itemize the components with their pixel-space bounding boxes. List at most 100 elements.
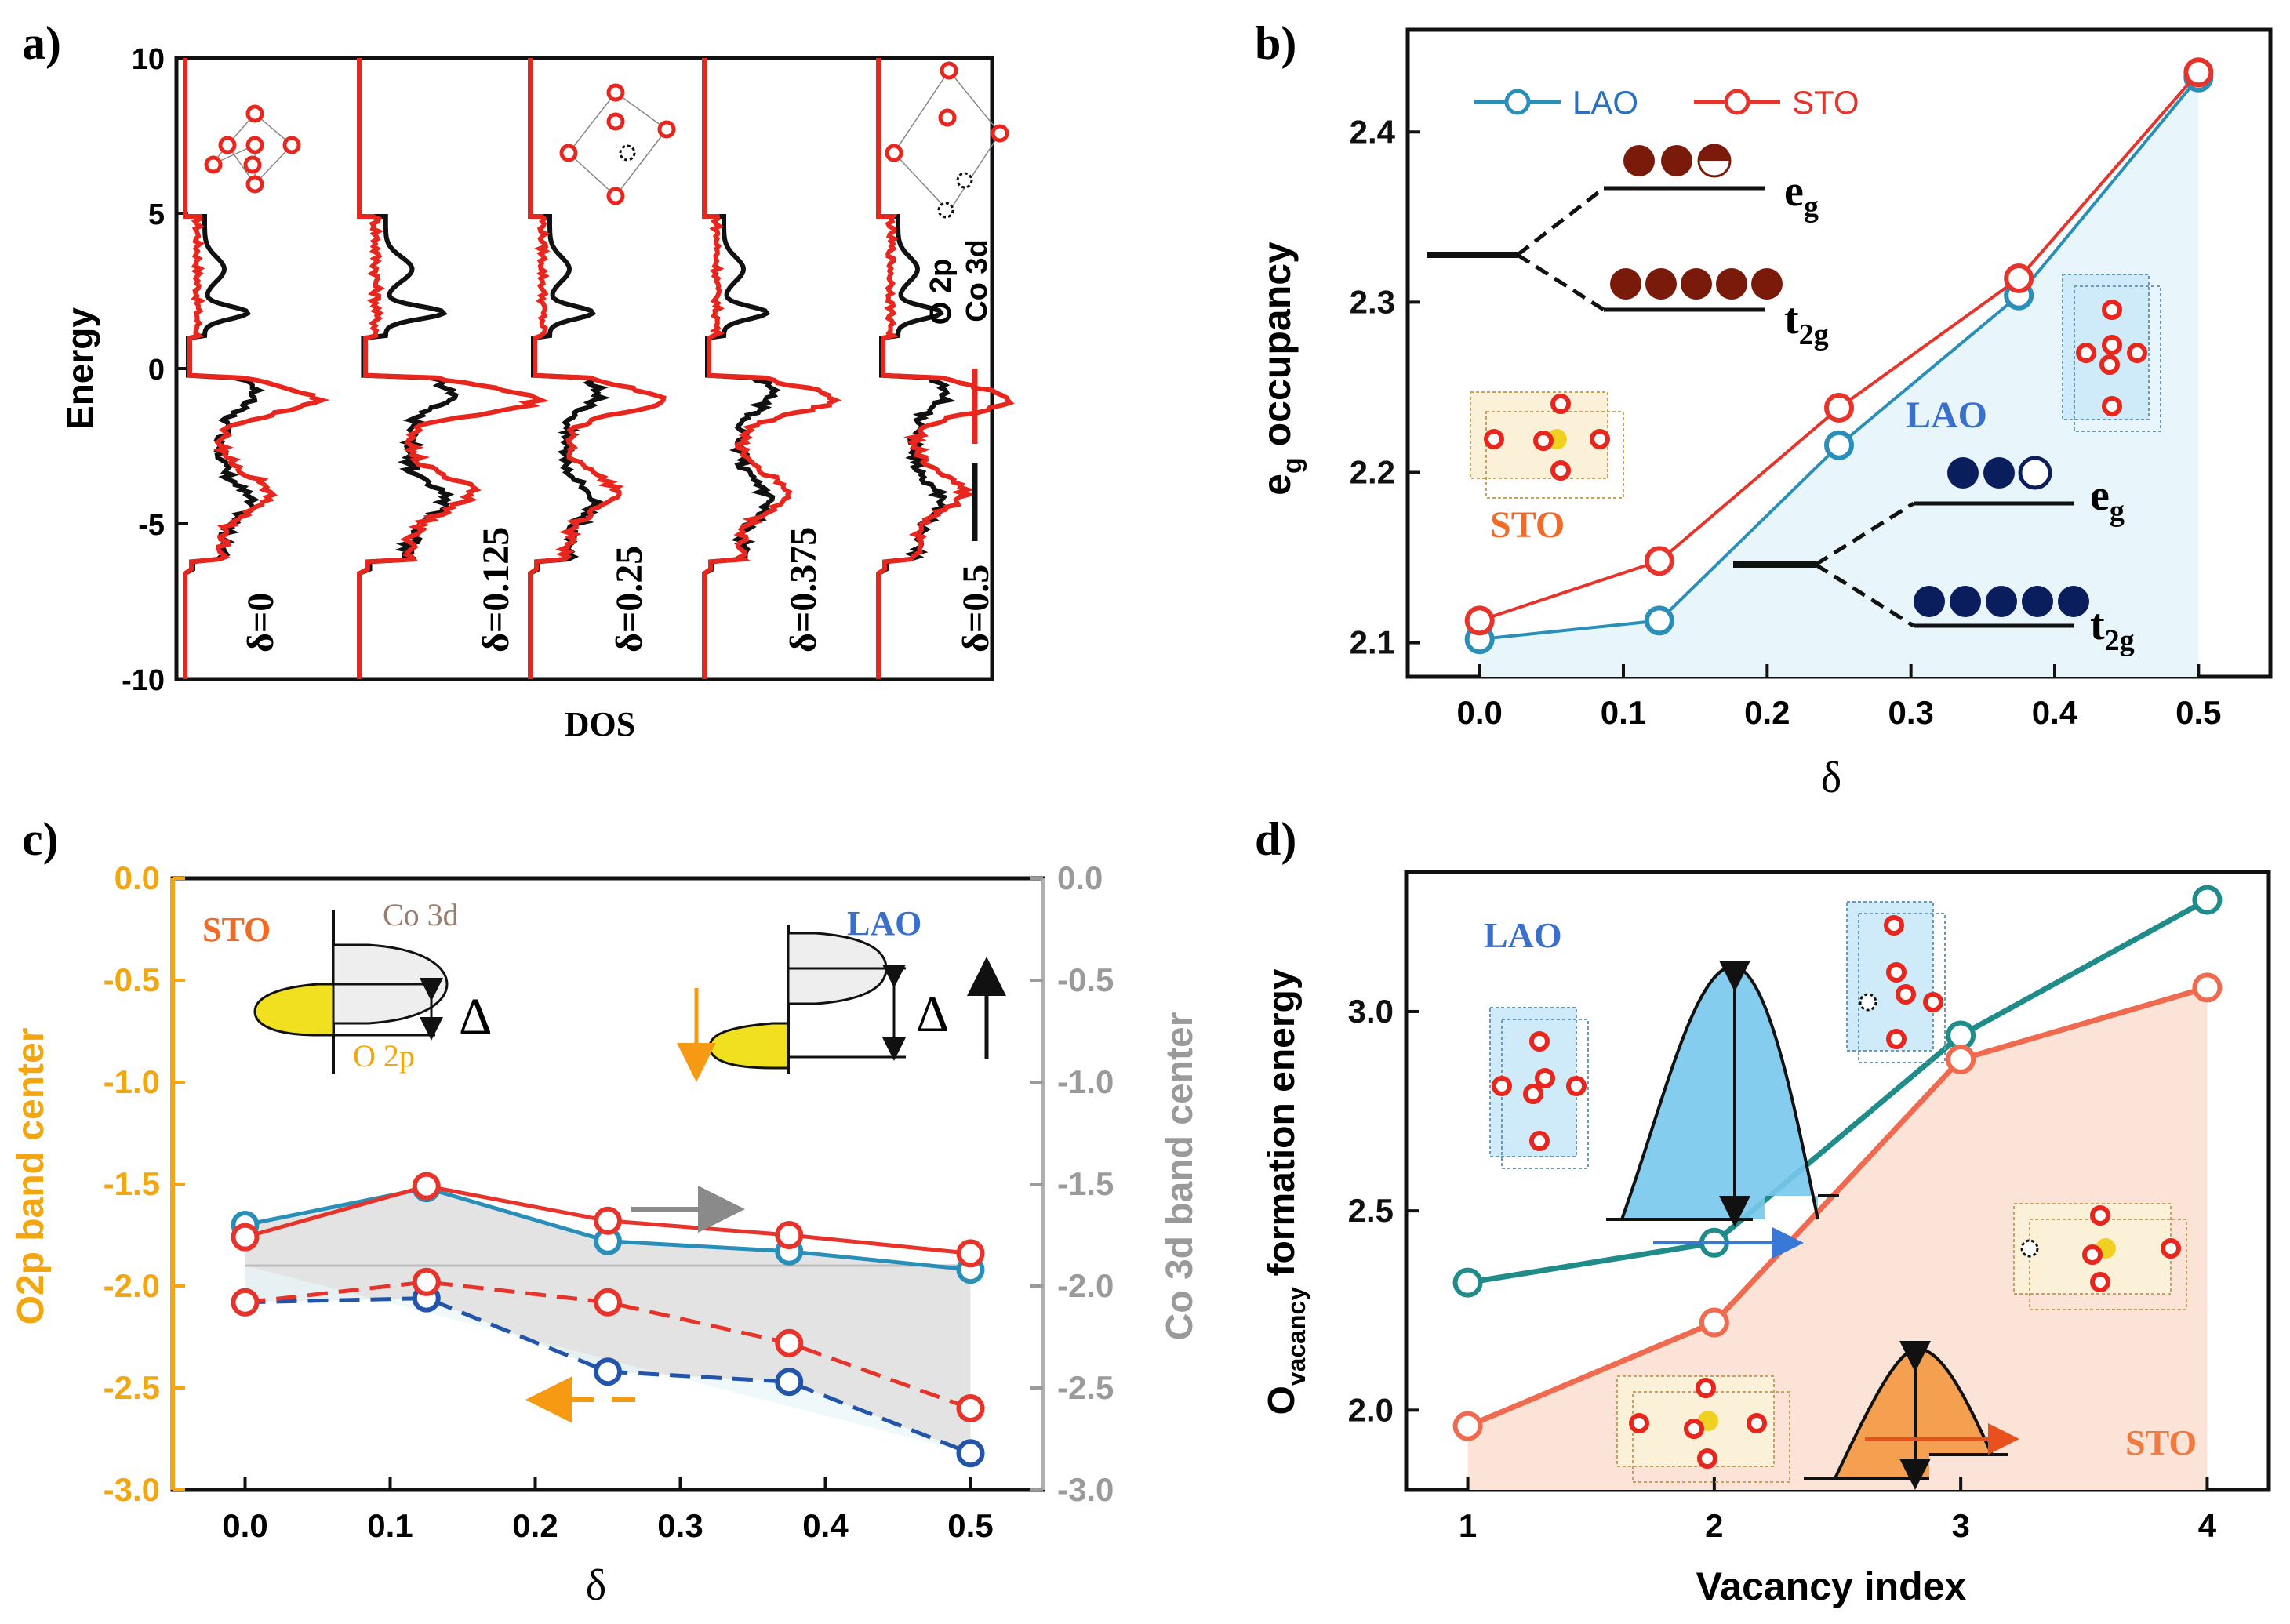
series-point [594, 1357, 622, 1386]
y-tick-label: -2.0 [104, 1267, 160, 1304]
panel-b: b) 0.0 0.1 0.2 0.3 0.4 0.5 2.1 2.2 2.3 2.4 δ eg o… [1255, 17, 2273, 802]
band-schematic-lao: Δ [677, 925, 1006, 1082]
x-tick-label: 0.3 [1888, 694, 1933, 731]
x-tick-label: 0.5 [2176, 694, 2221, 731]
octahedron-inset-2 [885, 61, 1009, 219]
series-point [1644, 546, 1674, 576]
panel-b-legend: LAO STO [1474, 84, 1859, 121]
x-tick-label: 0.4 [2032, 694, 2078, 731]
panel-b-x-label: δ [1821, 754, 1841, 802]
panel-d-sto-text: STO [2125, 1422, 2197, 1462]
y-tick-label-right: 0.0 [1057, 859, 1103, 896]
delta-symbol-lao: Δ [916, 986, 949, 1043]
energy-barrier-lao [1606, 961, 1839, 1259]
x-tick-label: 3 [1951, 1507, 1969, 1544]
delta-label: δ=0.125 [475, 527, 517, 652]
panel-c-y-label-left: O2p band center [10, 1028, 52, 1325]
series-point [412, 1267, 441, 1296]
legend-lao: LAO [1572, 84, 1638, 121]
panel-d-x-label: Vacancy index [1696, 1564, 1967, 1608]
panel-a-y-tick-label: -5 [138, 509, 165, 542]
co3d-dos-curve [357, 58, 459, 679]
series-point [956, 1439, 985, 1468]
y-tick-label: -0.5 [104, 961, 160, 998]
x-tick-label: 1 [1459, 1507, 1477, 1544]
panel-b-series [1464, 57, 2214, 655]
panel-b-axes: 0.0 0.1 0.2 0.3 0.4 0.5 2.1 2.2 2.3 2.4 [1350, 113, 2222, 731]
series-point [2192, 972, 2223, 1003]
delta-symbol-sto: Δ [459, 988, 492, 1045]
panel-c-sto-text: STO [202, 910, 271, 949]
panel-b-lao-text: LAO [1906, 394, 1987, 436]
panel-a-y-label: Energy [60, 307, 100, 430]
panel-d-series [1452, 885, 2223, 1441]
panel-c-lao-text: LAO [847, 904, 921, 943]
y-tick-label-right: -1.5 [1057, 1165, 1114, 1202]
delta-label: δ=0.5 [955, 565, 997, 652]
delta-label: δ=0.25 [609, 546, 650, 652]
panel-d-y-label: Ovacancy formation energy [1261, 968, 1310, 1415]
panel-c-label: c) [22, 813, 59, 865]
series-point [775, 1368, 804, 1397]
series-point [1699, 1307, 1729, 1338]
lao-cell-inset-d1 [1489, 1007, 1589, 1169]
panel-a-frame [174, 56, 994, 681]
panel-c-series [231, 1172, 985, 1468]
series-point [1464, 605, 1495, 636]
x-tick-label: 0.1 [367, 1507, 413, 1544]
series-line-sto [1467, 985, 2208, 1429]
y-tick-label: -2.5 [104, 1369, 160, 1406]
series-point [956, 1239, 985, 1268]
panel-a-x-label: DOS [565, 705, 635, 743]
series-point [1644, 605, 1674, 636]
co3d-dos-curve [183, 58, 266, 679]
panel-b-area [1479, 77, 2199, 677]
panel-c-axes: 0.0 0.1 0.2 0.3 0.4 0.5 0.0 -0.5 -1.0 -1.5 -2.0 -2.… [104, 859, 1114, 1544]
panel-a-delta-labels: δ=0 δ=0.125 δ=0.25 δ=0.375 δ=0.5 [240, 527, 997, 652]
panel-a-label: a) [22, 17, 61, 69]
sto-cell-inset-d1 [1616, 1375, 1790, 1483]
series-point [1946, 1044, 1976, 1074]
x-tick-label: 2 [1705, 1507, 1723, 1544]
lao-cell-inset-d2 [1846, 901, 1946, 1063]
splitting-diagram-sto: eg t2g [1427, 144, 1829, 351]
x-tick-label: 0.0 [1456, 694, 1502, 731]
x-tick-label: 0.0 [222, 1507, 267, 1544]
y-tick-label: -3.0 [104, 1471, 160, 1508]
delta-label: δ=0.375 [783, 527, 824, 652]
band-schematic-sto: Δ Co 3d O 2p [253, 897, 492, 1074]
series-point [1824, 392, 1854, 423]
sto-cell-inset-d2 [2013, 1203, 2187, 1310]
y-tick-label: 2.1 [1350, 624, 1395, 661]
series-point [594, 1288, 622, 1317]
panel-d-label: d) [1255, 813, 1296, 865]
legend-co3d-text: Co 3d [961, 239, 994, 322]
series-point [231, 1223, 260, 1252]
y-tick-label-right: -3.0 [1057, 1471, 1114, 1508]
panel-d-axes: 1 2 3 4 2.0 2.5 3.0 [1348, 993, 2217, 1544]
t2g-label-top: t2g [1784, 295, 1829, 351]
t2g-label-bottom: t2g [2090, 601, 2135, 657]
panel-d-lao-text: LAO [1484, 915, 1562, 955]
series-point [775, 1221, 804, 1249]
panel-c-y-label-right: Co 3d band center [1159, 1012, 1201, 1341]
panel-a-y-tick-label: -10 [122, 664, 165, 697]
series-point [1946, 1020, 1976, 1051]
series-point [594, 1206, 622, 1235]
panel-a-dos-curves [183, 58, 1015, 679]
y-tick-label: 2.5 [1348, 1192, 1394, 1229]
series-point [2004, 263, 2034, 293]
energy-barrier-sto [1804, 1341, 2019, 1490]
legend-o2p-text: O 2p [925, 259, 958, 325]
y-tick-label-right: -2.5 [1057, 1369, 1114, 1406]
x-tick-label: 4 [2198, 1507, 2217, 1544]
o2p-dos-curve [702, 58, 842, 679]
series-point [412, 1172, 441, 1201]
eg-label-top: eg [1784, 167, 1819, 223]
panel-b-label: b) [1255, 17, 1296, 69]
octahedron-inset-1 [559, 83, 676, 205]
panel-c-x-label: δ [586, 1561, 606, 1610]
panel-d: d) 1 2 3 4 2.0 2.5 3.0 Vacancy index Ovacancy … [1255, 813, 2271, 1608]
y-tick-label-right: -2.0 [1057, 1267, 1114, 1304]
o2p-dos-curve [183, 58, 330, 679]
